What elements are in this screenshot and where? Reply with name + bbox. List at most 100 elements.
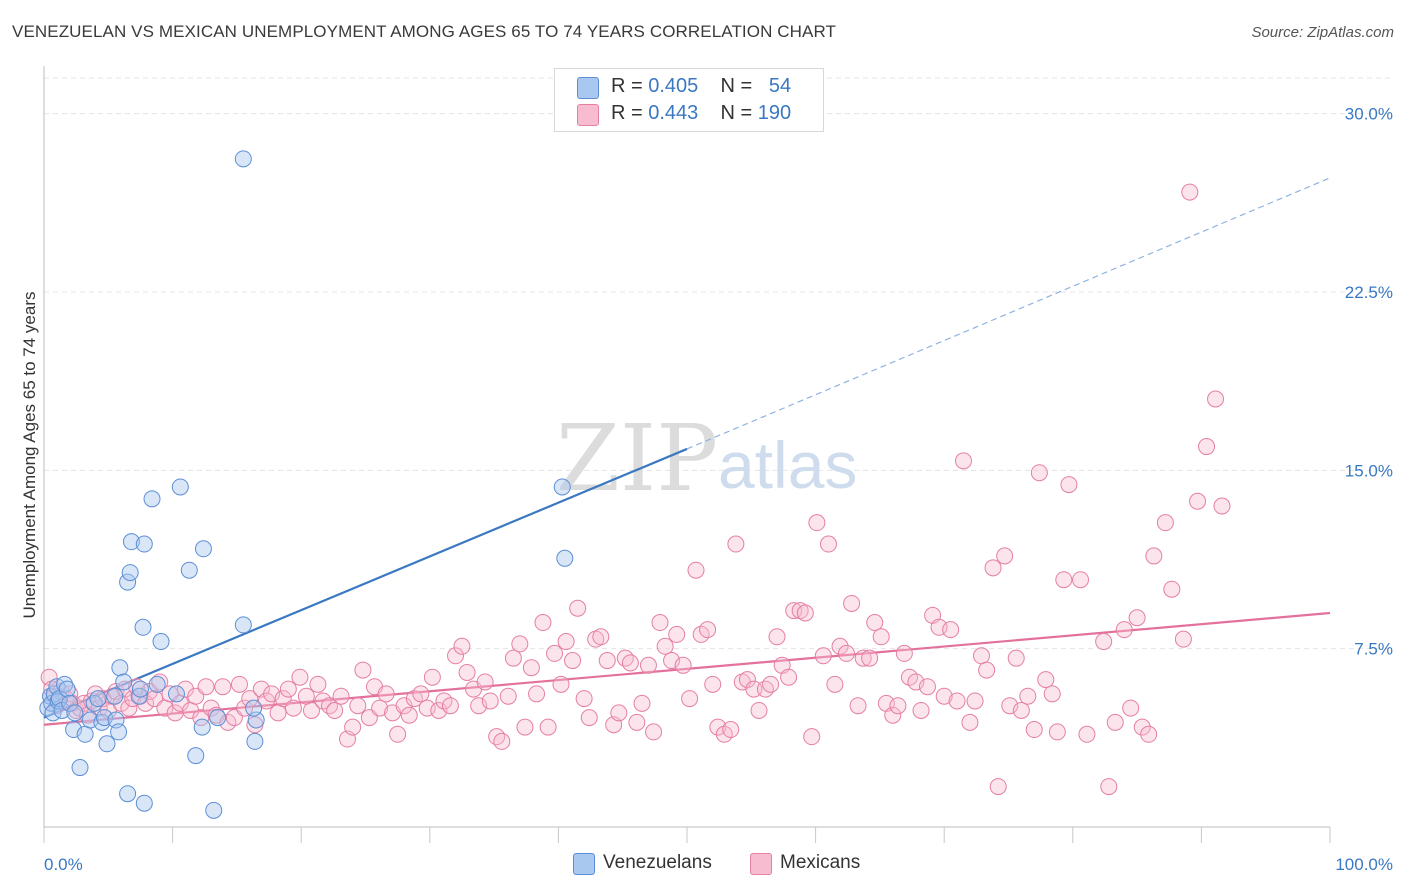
point-mexicans	[1012, 701, 1030, 719]
point-venezuelans	[148, 675, 166, 693]
point-venezuelans	[135, 794, 153, 812]
point-venezuelans	[130, 687, 148, 705]
point-mexicans	[564, 652, 582, 670]
point-mexicans	[1072, 571, 1090, 589]
legend-swatch-venezuelans	[577, 77, 599, 99]
point-mexicans	[861, 649, 879, 667]
point-mexicans	[978, 661, 996, 679]
point-mexicans	[488, 728, 506, 746]
point-mexicans	[389, 725, 407, 743]
point-mexicans	[814, 647, 832, 665]
legend-label-venezuelans: Venezuelans	[603, 852, 712, 873]
point-mexicans	[552, 675, 570, 693]
point-mexicans	[843, 594, 861, 612]
watermark: ZIP atlas	[556, 405, 857, 512]
point-mexicans	[656, 637, 674, 655]
point-mexicans	[1115, 621, 1133, 639]
point-venezuelans	[115, 673, 133, 691]
point-mexicans	[423, 668, 441, 686]
point-mexicans	[942, 621, 960, 639]
point-mexicans	[481, 692, 499, 710]
point-mexicans	[522, 659, 540, 677]
point-venezuelans	[106, 687, 124, 705]
point-mexicans	[1007, 649, 1025, 667]
source-label: Source: ZipAtlas.com	[1251, 24, 1394, 41]
point-venezuelans	[89, 690, 107, 708]
point-venezuelans	[193, 718, 211, 736]
legend-n-value: 190	[757, 102, 792, 124]
point-mexicans	[831, 637, 849, 655]
point-mexicans	[1019, 687, 1037, 705]
point-mexicans	[738, 671, 756, 689]
point-mexicans	[1106, 713, 1124, 731]
point-mexicans	[269, 704, 287, 722]
point-mexicans	[476, 673, 494, 691]
point-mexicans	[1163, 580, 1181, 598]
point-mexicans	[1055, 571, 1073, 589]
point-mexicans	[704, 675, 722, 693]
point-mexicans	[598, 652, 616, 670]
point-mexicans	[309, 675, 327, 693]
point-venezuelans	[171, 478, 189, 496]
legend-r-value: 0.443	[648, 102, 699, 124]
point-mexicans	[1078, 725, 1096, 743]
legend-n-label: N =	[720, 102, 758, 124]
point-venezuelans	[246, 732, 264, 750]
point-mexicans	[984, 559, 1002, 577]
point-mexicans	[1048, 723, 1066, 741]
legend-n-value: 54	[768, 75, 792, 97]
point-venezuelans	[131, 680, 149, 698]
point-mexicans	[371, 699, 389, 717]
point-mexicans	[297, 687, 315, 705]
point-mexicans	[639, 656, 657, 674]
point-venezuelans	[93, 713, 111, 731]
point-mexicans	[709, 718, 727, 736]
point-mexicans	[756, 680, 774, 698]
point-mexicans	[1207, 390, 1225, 408]
y-axis-label: Unemployment Among Ages 65 to 74 years	[20, 291, 39, 619]
point-mexicans	[592, 628, 610, 646]
point-mexicans	[633, 694, 651, 712]
y-tick-label: 7.5%	[1354, 640, 1393, 659]
point-mexicans	[412, 685, 430, 703]
point-venezuelans	[122, 533, 140, 551]
point-mexicans	[569, 599, 587, 617]
point-mexicans	[236, 699, 254, 717]
point-mexicans	[504, 649, 522, 667]
legend-label-mexicans: Mexicans	[780, 852, 861, 873]
point-mexicans	[996, 547, 1014, 565]
point-mexicans	[1145, 547, 1163, 565]
point-mexicans	[1043, 685, 1061, 703]
point-mexicans	[727, 535, 745, 553]
point-mexicans	[284, 699, 302, 717]
tick-labels: 7.5% 15.0% 22.5% 30.0% 0.0% 100.0%	[44, 105, 1393, 874]
point-mexicans	[872, 628, 890, 646]
point-mexicans	[1060, 476, 1078, 494]
point-venezuelans	[245, 699, 263, 717]
point-mexicans	[458, 663, 476, 681]
legend-n-label: N =	[720, 75, 758, 97]
point-mexicans	[1095, 633, 1113, 651]
legend-r-label: R =	[611, 102, 649, 124]
watermark-zip: ZIP	[556, 405, 718, 512]
point-venezuelans	[58, 680, 76, 698]
point-venezuelans	[76, 725, 94, 743]
point-mexicans	[354, 661, 372, 679]
legend-r-value: 0.405	[648, 75, 699, 97]
point-mexicans	[966, 692, 984, 710]
point-mexicans	[884, 706, 902, 724]
point-venezuelans	[71, 759, 89, 777]
chart-title: VENEZUELAN VS MEXICAN UNEMPLOYMENT AMONG…	[12, 22, 837, 41]
y-tick-label: 22.5%	[1345, 283, 1393, 302]
point-mexicans	[580, 709, 598, 727]
point-mexicans	[808, 514, 826, 532]
point-mexicans	[441, 697, 459, 715]
point-mexicans	[1189, 492, 1207, 510]
point-mexicans	[1174, 630, 1192, 648]
point-venezuelans	[134, 618, 152, 636]
point-venezuelans	[234, 150, 252, 168]
point-mexicans	[377, 685, 395, 703]
point-mexicans	[197, 678, 215, 696]
point-mexicans	[645, 723, 663, 741]
point-mexicans	[849, 697, 867, 715]
